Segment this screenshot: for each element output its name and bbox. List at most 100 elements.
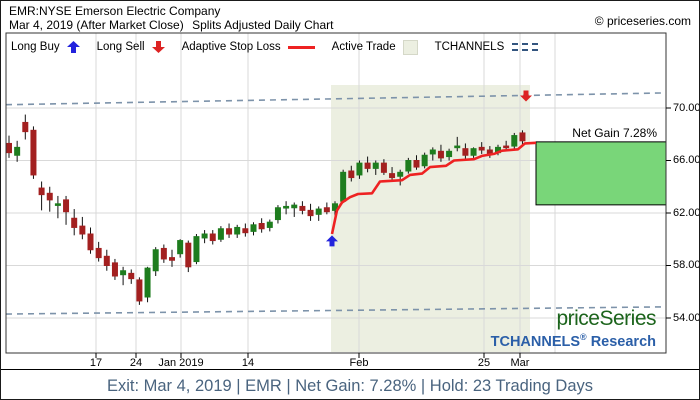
copyright-text: © priceseries.com: [594, 14, 691, 28]
candle-down: [503, 145, 510, 149]
y-tick-label: 54.00: [673, 311, 700, 324]
adaptive-stop-loss-label: Adaptive Stop Loss: [181, 41, 281, 53]
candle-up: [14, 146, 21, 156]
candle-down: [380, 162, 387, 173]
long-buy-label: Long Buy: [11, 41, 60, 53]
candle-down: [348, 170, 355, 179]
y-tick-label: 58.00: [673, 259, 700, 271]
candle-down: [169, 257, 175, 261]
candle-up: [144, 267, 151, 298]
candle-up: [356, 162, 363, 176]
y-tick-label: 70.00: [673, 101, 700, 114]
x-tick-label: 24: [129, 357, 143, 369]
trade-summary-bar: Exit: Mar 4, 2019 | EMR | Net Gain: 7.28…: [1, 369, 699, 399]
candle-up: [429, 149, 436, 155]
candle-up: [250, 224, 257, 232]
net-gain-label: Net Gain 7.28%: [572, 126, 657, 140]
candle-down: [46, 192, 53, 201]
candle-up: [397, 171, 404, 177]
candle-up: [274, 207, 281, 221]
candle-down: [389, 173, 396, 179]
candle-down: [63, 199, 70, 213]
tchannels-dashes-icon: [512, 43, 539, 51]
candle-up: [234, 226, 241, 235]
active-trade-region: [331, 85, 530, 352]
long-buy-arrow-icon: [66, 41, 80, 53]
x-tick-label: Mar: [510, 357, 530, 369]
candle-down: [30, 129, 37, 176]
y-tick-label: 66.00: [673, 154, 700, 166]
candle-down: [136, 279, 143, 302]
candle-down: [38, 187, 45, 196]
sell-signal-arrow: [520, 90, 532, 102]
legend-item-active-trade: Active Trade: [331, 39, 418, 55]
candle-down: [226, 228, 233, 235]
candle-down: [413, 160, 420, 168]
candle-down: [242, 228, 249, 234]
chart-subtitle: Mar 4, 2019 (After Market Close) Splits …: [9, 18, 333, 32]
y-tick-label: 62.00: [673, 206, 700, 219]
candle-down: [307, 209, 314, 217]
candle-down: [103, 255, 110, 266]
active-trade-swatch-icon: [402, 39, 418, 55]
chart-title: EMR:NYSE Emerson Electric Company: [9, 4, 221, 18]
tchannels-research-logo: TCHANNELS® Research: [491, 332, 656, 350]
candle-up: [470, 148, 477, 156]
candle-up: [340, 171, 347, 202]
net-gain-box: [535, 141, 667, 206]
candle-up: [193, 236, 200, 263]
candle-down: [160, 247, 167, 260]
candle-up: [405, 160, 412, 172]
candle-down: [323, 207, 330, 213]
candle-up: [372, 162, 379, 169]
trade-summary-text: Exit: Mar 4, 2019 | EMR | Net Gain: 7.28…: [106, 376, 594, 395]
candle-up: [291, 204, 298, 209]
candle-down: [462, 148, 469, 156]
candle-down: [299, 205, 306, 211]
tchannels-label: TCHANNELS: [434, 41, 505, 53]
tchannels-research-brand: TCHANNELS: [490, 333, 581, 350]
legend-item-long-buy: Long Buy: [11, 41, 80, 53]
candle-up: [266, 221, 273, 228]
legend-item-long-sell: Long Sell: [97, 41, 165, 53]
x-tick-label: 25: [477, 357, 491, 369]
candle-up: [120, 270, 127, 276]
candle-up: [454, 145, 461, 149]
candle-down: [95, 247, 102, 259]
legend-item-tchannels: TCHANNELS: [435, 41, 542, 53]
candle-up: [54, 203, 61, 206]
candle-down: [6, 142, 12, 154]
candle-down: [209, 233, 216, 242]
candle-down: [519, 132, 526, 142]
candle-down: [22, 121, 29, 133]
candle-up: [152, 249, 159, 272]
tchannels-research-suffix: Research: [586, 333, 656, 350]
candle-down: [185, 242, 192, 268]
candle-up: [315, 208, 322, 215]
candle-up: [217, 228, 224, 240]
tchannel-lower-line: [5, 306, 667, 315]
candle-up: [201, 233, 208, 239]
plot-frame: [5, 32, 667, 354]
active-trade-label: Active Trade: [331, 41, 396, 53]
candle-down: [111, 262, 118, 277]
candle-up: [177, 240, 184, 255]
candle-up: [511, 135, 518, 147]
candle-down: [258, 223, 265, 230]
legend-item-adaptive-stop-loss: Adaptive Stop Loss: [182, 41, 315, 53]
x-tick-label: Jan 2019: [158, 357, 204, 369]
candle-up: [332, 203, 338, 211]
candle-down: [364, 162, 371, 169]
chart-legend: Long Buy Long Sell Adaptive Stop Loss Ac…: [11, 38, 558, 56]
candle-down: [71, 217, 78, 228]
stop-loss-line-icon: [287, 45, 315, 49]
candle-down: [79, 225, 86, 235]
candle-up: [446, 150, 453, 158]
price-chart-canvas: [5, 32, 671, 358]
chart-type-label: Splits Adjusted Daily Chart: [192, 18, 334, 32]
candle-up: [283, 205, 290, 209]
x-tick-label: Feb: [349, 357, 369, 369]
adaptive-stop-loss-line: [330, 141, 537, 235]
candle-down: [437, 150, 444, 159]
